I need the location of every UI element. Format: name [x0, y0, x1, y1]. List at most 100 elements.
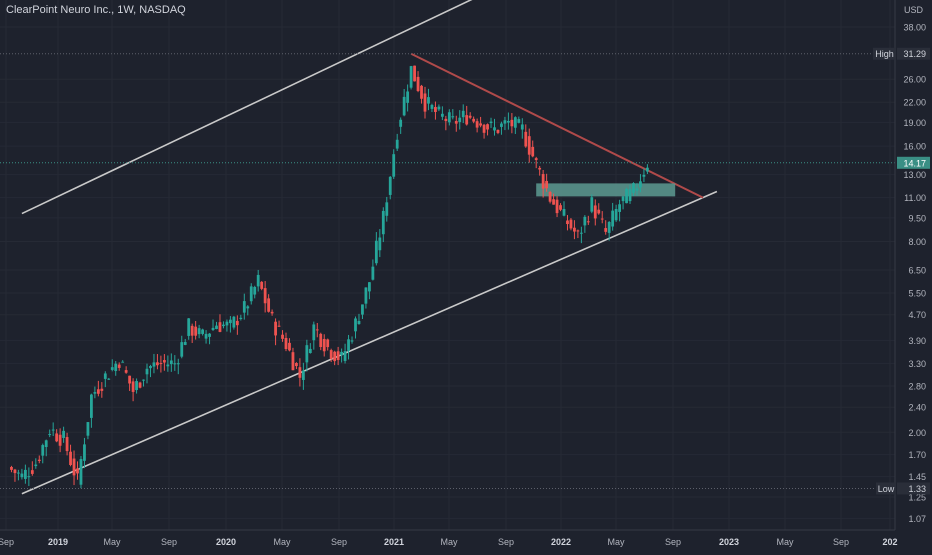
candle-body [260, 281, 264, 289]
candle-body [604, 228, 608, 232]
price-tick-label: 31.29 [903, 49, 926, 59]
candle-body [437, 106, 441, 110]
candle-body [368, 282, 371, 292]
candle-body [277, 325, 281, 327]
candle-body [524, 131, 528, 147]
candle-body [573, 227, 576, 232]
price-tick-label: 1.45 [908, 472, 926, 482]
candle-body [267, 298, 271, 312]
candle-body [635, 188, 639, 191]
candle-body [30, 470, 34, 474]
candle-body [534, 158, 538, 161]
trend-line [410, 52, 704, 199]
candle-body [489, 121, 493, 124]
candle-body [208, 333, 211, 337]
candle-body [117, 364, 121, 368]
price-tick-label: 2.80 [908, 381, 926, 391]
candle-body [235, 320, 239, 326]
price-tick-label: 19.00 [903, 118, 926, 128]
candle-body [434, 107, 437, 112]
candle-body [107, 378, 111, 380]
candles [10, 65, 649, 489]
price-tick-label: 11.00 [904, 193, 926, 203]
candle-body [440, 113, 444, 117]
price-tick-label: 1.70 [908, 450, 926, 460]
time-tick-label: Sep [331, 537, 347, 547]
candle-body [618, 204, 621, 212]
price-tick-label: 2.40 [908, 403, 926, 413]
price-axis[interactable]: USD 38.00 31.29 High 26.00 22.00 19.00 16.00 13.… [873, 0, 930, 530]
candle-body [503, 120, 507, 124]
time-tick-label: Sep [0, 537, 14, 547]
candle-body [639, 181, 642, 188]
candle-body [607, 221, 611, 233]
candle-body [541, 174, 545, 189]
time-tick-label: 2021 [384, 537, 404, 547]
candle-body [121, 361, 125, 363]
candle-body [402, 96, 406, 116]
candle-body [472, 118, 476, 122]
candle-body [162, 360, 166, 363]
candle-body [409, 66, 413, 88]
candle-body [242, 301, 246, 313]
candle-body [159, 363, 163, 365]
candle-body [201, 329, 204, 334]
candle-body [493, 127, 496, 131]
candle-body [507, 120, 510, 123]
candle-body [350, 340, 354, 342]
time-tick-label: May [776, 537, 794, 547]
candle-body [27, 476, 31, 478]
candle-body [274, 321, 277, 336]
candle-body [295, 363, 298, 367]
price-tick-label: 9.50 [908, 213, 926, 223]
candle-body [13, 469, 17, 474]
candle-body [361, 304, 364, 315]
low-label: Low [878, 484, 895, 494]
candle-body [625, 188, 628, 204]
price-tick-label: 13.00 [903, 170, 926, 180]
time-tick-label: Sep [498, 537, 514, 547]
candle-body [149, 366, 152, 369]
candle-body [128, 375, 132, 384]
candle-body [486, 124, 489, 130]
candle-body [41, 445, 45, 456]
candle-body [329, 350, 333, 359]
candle-body [552, 199, 555, 205]
candle-body [69, 451, 72, 466]
candle-body [176, 363, 180, 365]
candle-body [458, 117, 462, 123]
chart-title: ClearPoint Neuro Inc., 1W, NASDAQ [6, 4, 186, 16]
candle-body [392, 154, 396, 177]
last-price-marker [897, 156, 930, 169]
candle-body [614, 208, 618, 221]
time-axis[interactable]: Sep 2019 May Sep 2020 May Sep 2021 May Sep 2022 May… [0, 529, 898, 547]
candle-body [100, 388, 104, 391]
candle-body [388, 176, 392, 195]
candle-body [354, 318, 357, 332]
candle-body [180, 342, 184, 357]
candle-body [96, 389, 100, 394]
time-tick-label: Sep [833, 537, 849, 547]
candle-body [263, 288, 267, 304]
price-tick-label: 5.50 [908, 289, 926, 299]
candle-body [326, 339, 330, 348]
candle-body [83, 444, 86, 461]
candle-body [586, 221, 590, 223]
candle-body [340, 351, 343, 356]
price-tick-label: 22.00 [903, 98, 926, 108]
price-tick-label: 38.00 [903, 23, 926, 33]
candle-body [347, 339, 350, 351]
currency-label: USD [904, 5, 924, 15]
candle-body [48, 434, 52, 436]
candle-body [211, 327, 215, 330]
candle-body [427, 97, 430, 104]
low-label-box [876, 482, 896, 495]
candle-body [218, 322, 222, 332]
candle-body [62, 430, 65, 438]
candle-body [343, 351, 347, 361]
time-tick-label: 2023 [719, 537, 739, 547]
candle-body [562, 209, 566, 216]
candle-body [315, 329, 319, 331]
candle-body [131, 381, 135, 392]
